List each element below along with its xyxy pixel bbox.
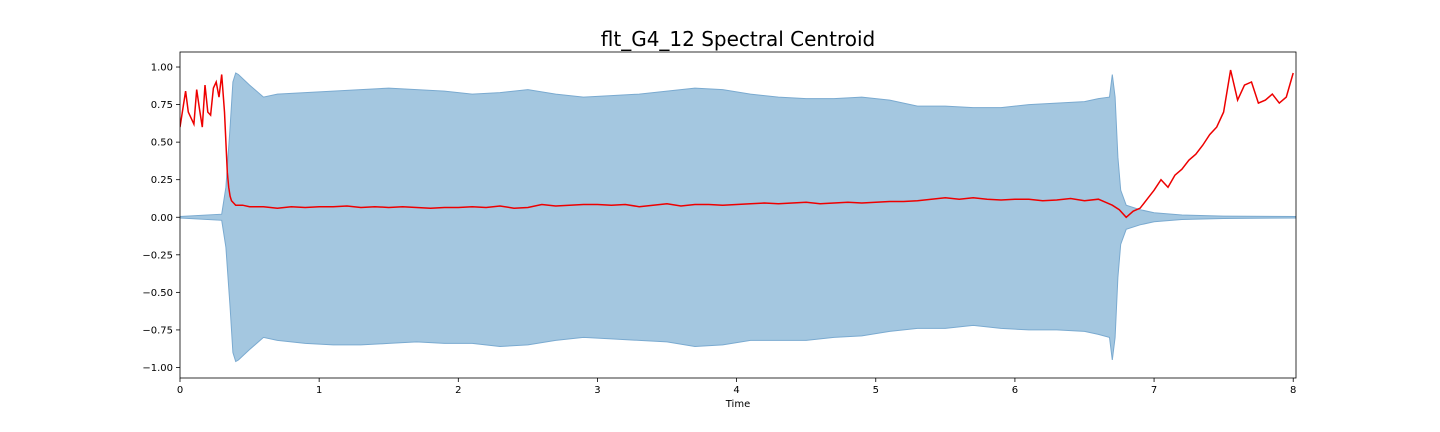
waveform-area bbox=[180, 72, 1296, 363]
x-tick-label: 4 bbox=[733, 385, 739, 396]
x-tick-label: 0 bbox=[177, 385, 183, 396]
y-tick-label: 0.25 bbox=[151, 175, 173, 186]
chart-title: flt_G4_12 Spectral Centroid bbox=[601, 27, 875, 51]
y-tick-label: −0.50 bbox=[142, 288, 173, 299]
x-axis-label: Time bbox=[725, 399, 750, 410]
y-tick-label: 0.50 bbox=[151, 138, 173, 149]
x-tick-label: 5 bbox=[873, 385, 879, 396]
y-tick-label: −1.00 bbox=[142, 363, 173, 374]
x-tick-label: 6 bbox=[1012, 385, 1018, 396]
x-axis: 0 1 2 3 4 5 6 7 8 bbox=[177, 378, 1296, 396]
x-tick-label: 2 bbox=[455, 385, 461, 396]
x-tick-label: 1 bbox=[316, 385, 322, 396]
x-tick-label: 8 bbox=[1290, 385, 1296, 396]
spectral-centroid-line bbox=[180, 69, 1294, 219]
plot-frame bbox=[179, 51, 1297, 379]
y-tick-label: 0.00 bbox=[151, 213, 173, 224]
plot-area bbox=[180, 69, 1296, 363]
y-tick-label: −0.75 bbox=[142, 325, 173, 336]
y-tick-label: −0.25 bbox=[142, 250, 173, 261]
x-tick-label: 7 bbox=[1151, 385, 1157, 396]
y-axis: 1.00 0.75 0.50 0.25 0.00 −0.25 −0.50 −0.75 −1.00 bbox=[142, 63, 180, 374]
y-tick-label: 1.00 bbox=[151, 63, 173, 74]
x-tick-label: 3 bbox=[594, 385, 600, 396]
y-tick-label: 0.75 bbox=[151, 100, 173, 111]
